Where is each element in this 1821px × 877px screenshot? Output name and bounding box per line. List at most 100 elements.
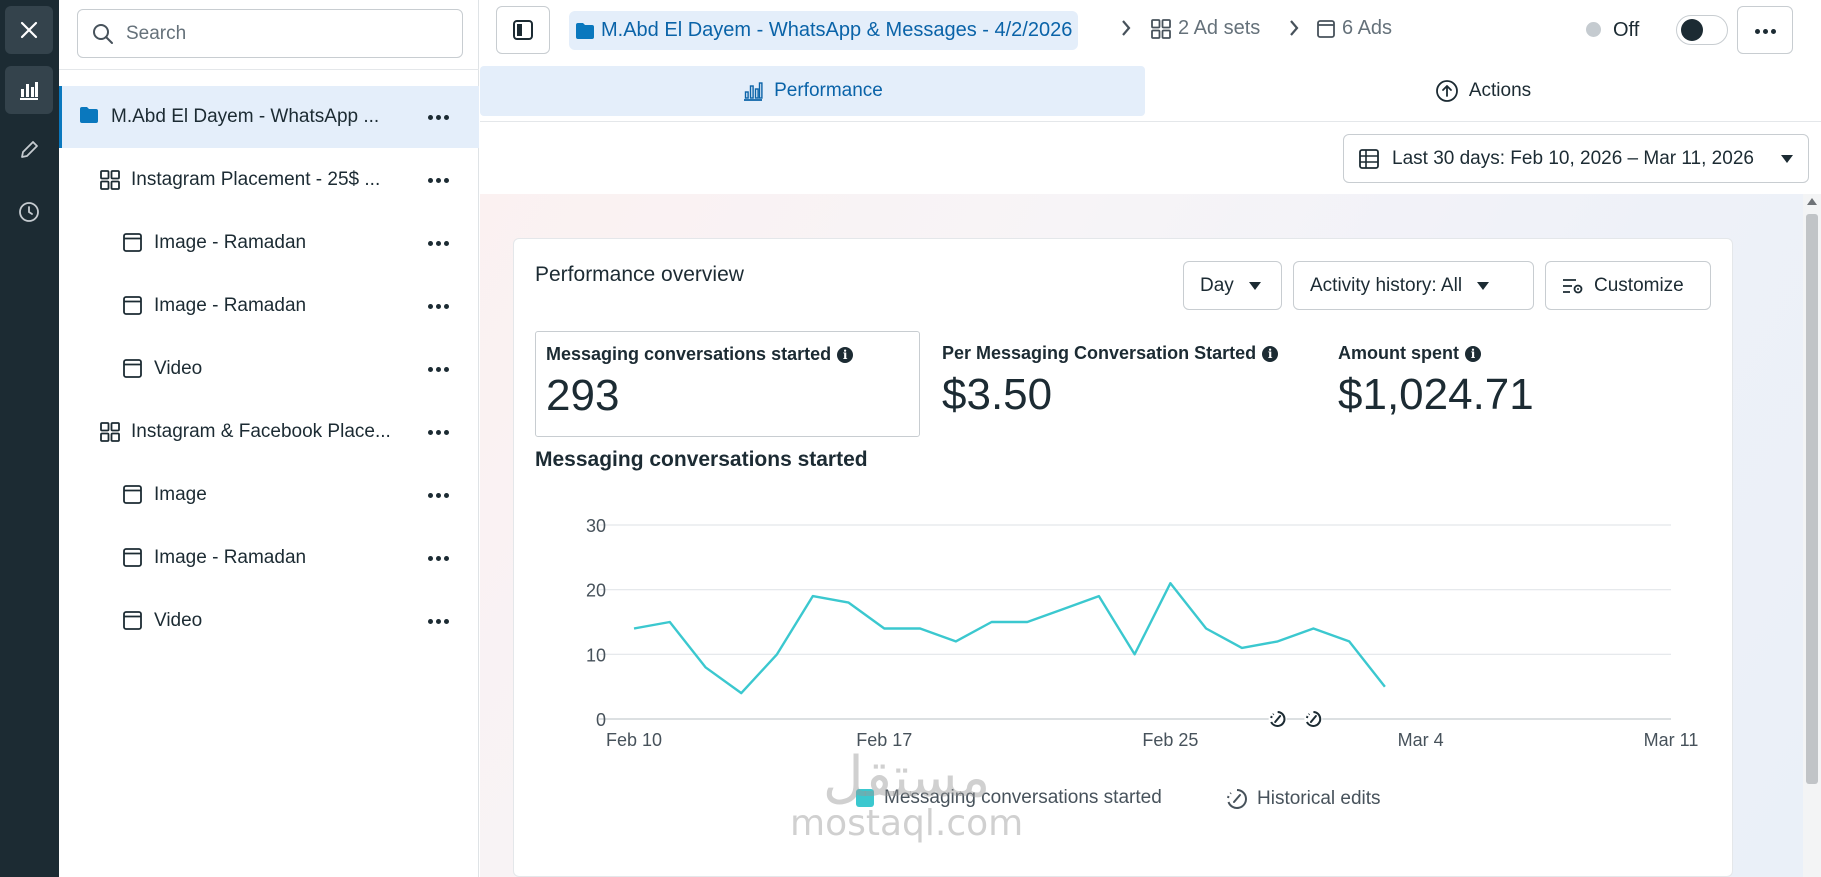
watermark-latin: mostaql.com <box>790 803 1024 844</box>
ad-icon <box>122 232 144 254</box>
ad-icon <box>122 610 144 632</box>
day-dropdown[interactable]: Day <box>1183 261 1282 310</box>
scroll-up-icon[interactable] <box>1807 198 1817 205</box>
tree-item-ad[interactable]: Video <box>59 590 479 652</box>
y-tick-label: 30 <box>586 516 606 536</box>
more-icon[interactable] <box>425 293 451 319</box>
day-dropdown-label: Day <box>1200 274 1234 296</box>
close-button[interactable] <box>5 6 53 54</box>
history-rail-button[interactable] <box>5 188 53 236</box>
historical-edit-marker <box>1304 710 1323 728</box>
date-range-label: Last 30 days: Feb 10, 2026 – Mar 11, 202… <box>1392 147 1754 169</box>
status-toggle[interactable] <box>1676 15 1728 45</box>
folder-icon <box>576 22 594 39</box>
breadcrumb-campaign[interactable]: M.Abd El Dayem - WhatsApp & Messages - 4… <box>569 11 1079 50</box>
metric-value: 293 <box>546 371 620 420</box>
panel-toggle-button[interactable] <box>496 6 550 54</box>
y-tick-label: 20 <box>586 581 606 601</box>
legend-swatch <box>856 789 874 807</box>
tree-item-ad[interactable]: Video <box>59 338 479 400</box>
breadcrumb-adsets-label: 2 Ad sets <box>1178 17 1261 39</box>
activity-history-dropdown[interactable]: Activity history: All <box>1293 261 1534 310</box>
info-icon[interactable]: i <box>1262 345 1279 362</box>
metric-label: Amount spent i <box>1338 343 1618 364</box>
tree-item-ad[interactable]: Image <box>59 464 479 526</box>
metric-cost-per-conversation[interactable]: Per Messaging Conversation Started i $3.5… <box>932 331 1312 437</box>
more-icon <box>1753 21 1777 39</box>
tree-item-ad[interactable]: Image - Ramadan <box>59 527 479 589</box>
clock-icon <box>19 202 39 222</box>
ad-icon <box>122 484 144 506</box>
more-icon[interactable] <box>425 545 451 571</box>
legend-series[interactable]: Messaging conversations started <box>856 787 1162 809</box>
metric-value: $3.50 <box>942 370 1053 419</box>
more-icon[interactable] <box>425 167 451 193</box>
edit-rail-button[interactable] <box>5 126 53 174</box>
caret-down-icon <box>1781 155 1793 163</box>
grid-icon <box>99 421 121 443</box>
ad-icon <box>122 358 144 380</box>
more-icon[interactable] <box>425 419 451 445</box>
legend-series-label: Messaging conversations started <box>884 787 1162 808</box>
performance-overview-card: Performance overview Day Activity histor… <box>513 238 1733 877</box>
tree-item-ad[interactable]: Image - Ramadan <box>59 275 479 337</box>
more-options-button[interactable] <box>1737 6 1793 54</box>
watermark: مستقل mostaql.com <box>790 750 1023 842</box>
chevron-right-icon <box>1290 20 1299 36</box>
more-icon[interactable] <box>425 230 451 256</box>
tree-item-label: Instagram & Facebook Place... <box>131 421 391 442</box>
tab-actions-label: Actions <box>1468 80 1532 101</box>
more-icon[interactable] <box>425 104 451 130</box>
chevron-right-icon <box>1122 20 1131 36</box>
search-box <box>77 9 463 58</box>
tree-item-label: Image - Ramadan <box>154 232 307 253</box>
more-icon[interactable] <box>425 482 451 508</box>
metric-conversations[interactable]: Messaging conversations started i 293 <box>535 331 920 437</box>
tab-bar: Performance Actions <box>480 66 1821 122</box>
performance-rail-button[interactable] <box>5 66 53 114</box>
customize-button[interactable]: Customize <box>1545 261 1711 310</box>
tree-item-label: Image - Ramadan <box>154 295 307 316</box>
grid-icon <box>1151 18 1171 39</box>
breadcrumb-adsets[interactable]: 2 Ad sets <box>1150 17 1260 40</box>
tree-item-adset[interactable]: Instagram & Facebook Place... <box>59 401 479 463</box>
tree-item-label: Image <box>154 484 207 505</box>
customize-settings-icon <box>1563 278 1583 293</box>
search-input[interactable] <box>126 22 446 45</box>
historical-edit-marker <box>1268 710 1287 728</box>
more-icon[interactable] <box>425 608 451 634</box>
info-icon[interactable]: i <box>837 346 854 363</box>
scrollbar-thumb[interactable] <box>1806 214 1818 784</box>
breadcrumb-ads[interactable]: 6 Ads <box>1316 17 1392 40</box>
pencil-icon <box>21 141 38 158</box>
tree-divider <box>59 69 479 70</box>
x-tick-label: Feb 17 <box>856 730 912 749</box>
status-label: Off <box>1613 19 1640 41</box>
tree-item-adset[interactable]: Instagram Placement - 25$ ... <box>59 149 479 211</box>
activity-history-label: Activity history: All <box>1310 274 1463 296</box>
legend-historical-edits[interactable]: Historical edits <box>1225 787 1381 811</box>
historical-edit-icon <box>1227 789 1247 809</box>
info-icon[interactable]: i <box>1465 345 1481 362</box>
tab-performance-label: Performance <box>774 80 883 101</box>
x-tick-label: Feb 10 <box>606 730 662 749</box>
tab-performance[interactable]: Performance <box>480 66 1145 116</box>
vertical-scrollbar[interactable] <box>1803 194 1821 877</box>
tree-item-campaign[interactable]: M.Abd El Dayem - WhatsApp ... <box>59 86 479 148</box>
metric-amount-spent[interactable]: Amount spent i $1,024.71 <box>1328 331 1628 437</box>
bar-chart-icon <box>744 82 763 101</box>
tab-actions[interactable]: Actions <box>1145 66 1821 116</box>
line-chart: 0 10 20 30 Feb 10 Feb 17 Feb 25 Mar 4 Mar 11 <box>586 516 1699 749</box>
tree-item-label: Video <box>154 358 203 379</box>
x-tick-label: Mar 4 <box>1398 730 1444 749</box>
tree-item-ad[interactable]: Image - Ramadan <box>59 212 479 274</box>
search-icon <box>93 23 113 44</box>
x-tick-label: Mar 11 <box>1644 730 1699 749</box>
date-range-picker[interactable]: Last 30 days: Feb 10, 2026 – Mar 11, 202… <box>1343 134 1809 183</box>
more-icon[interactable] <box>425 356 451 382</box>
x-tick-label: Feb 25 <box>1142 730 1198 749</box>
sidebar-toggle-icon <box>513 20 533 40</box>
left-rail <box>0 0 59 877</box>
tree-item-label: Instagram Placement - 25$ ... <box>131 169 381 190</box>
tree-item-label: Image - Ramadan <box>154 547 307 568</box>
